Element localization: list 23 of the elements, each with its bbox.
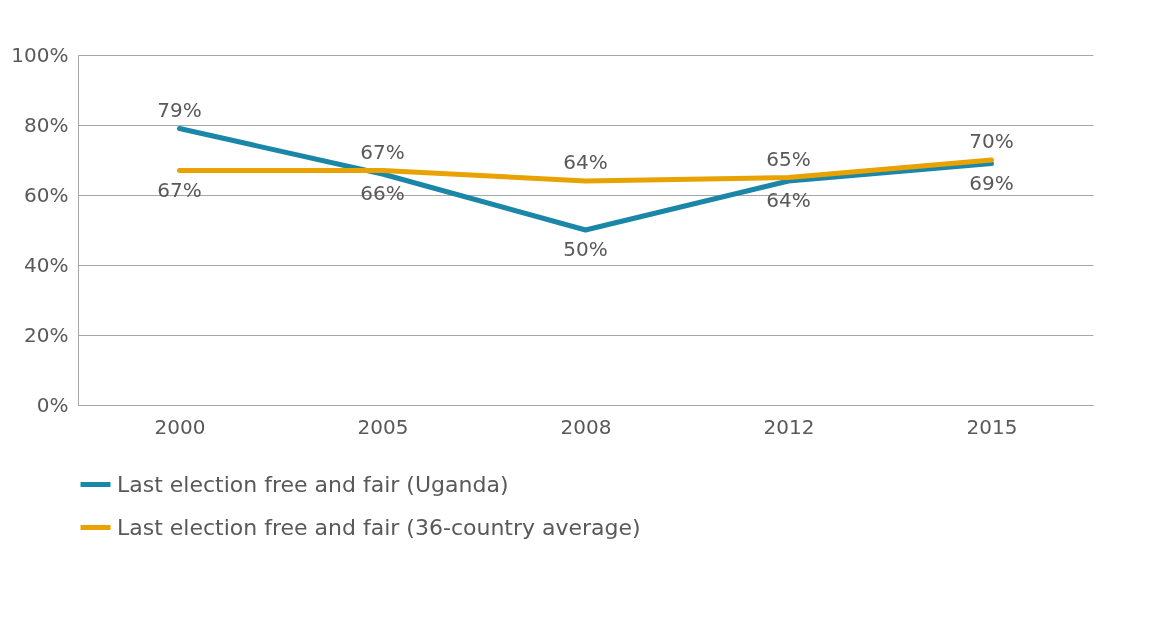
x-tick-label: 2005 (357, 414, 409, 439)
data-label: 69% (969, 170, 1014, 195)
y-tick-label: 80% (24, 112, 69, 137)
y-tick-label: 20% (24, 322, 69, 347)
data-label: 65% (766, 146, 811, 171)
data-label: 67% (157, 177, 202, 202)
data-label: 64% (563, 150, 608, 174)
data-label: 67% (360, 139, 405, 164)
data-label: 79% (157, 97, 202, 122)
data-label: 70% (969, 129, 1014, 153)
y-tick-label: 100% (11, 42, 69, 67)
data-label: 64% (766, 188, 811, 212)
data-label: 66% (360, 181, 405, 205)
y-tick-label: 40% (24, 252, 69, 277)
data-label: 50% (563, 237, 608, 261)
y-tick-label: 0% (36, 392, 69, 417)
x-tick-label: 2000 (154, 414, 206, 439)
legend-label: Last election free and fair (Uganda) (117, 471, 509, 497)
y-tick-label: 60% (24, 182, 69, 207)
x-tick-label: 2008 (560, 414, 612, 439)
x-tick-label: 2012 (763, 414, 815, 439)
x-tick-label: 2015 (966, 414, 1018, 439)
legend-label: Last election free and fair (36-country average) (117, 514, 641, 540)
